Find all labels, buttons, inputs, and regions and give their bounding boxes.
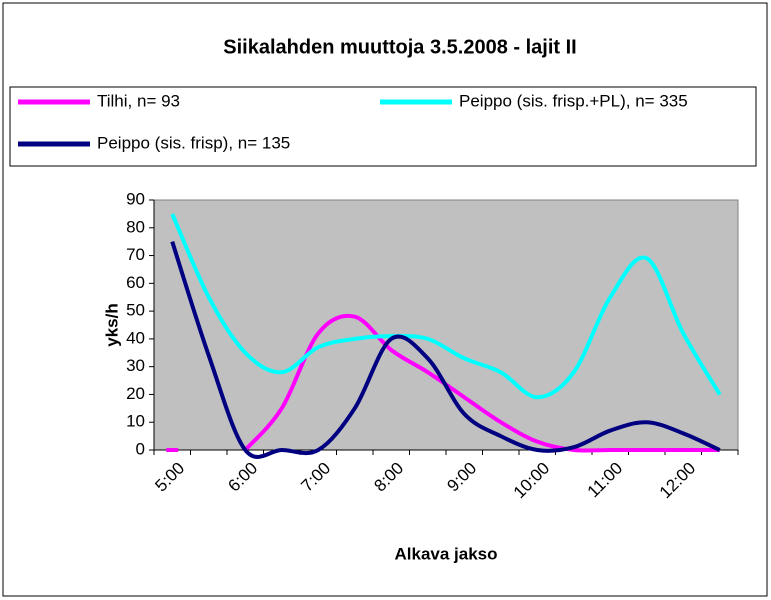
y-tick-label: 90 bbox=[126, 189, 145, 208]
y-axis-title: yks/h bbox=[102, 303, 121, 346]
y-tick-label: 80 bbox=[126, 217, 145, 236]
y-tick-label: 40 bbox=[126, 328, 145, 347]
line bbox=[170, 213, 722, 400]
y-tick-label: 10 bbox=[126, 412, 145, 431]
x-axis-title: Alkava jakso bbox=[394, 544, 497, 563]
legend-label: Peippo (sis. frisp.+PL), n= 335 bbox=[459, 91, 688, 110]
y-tick-label: 30 bbox=[126, 356, 145, 375]
plot-area bbox=[153, 199, 739, 451]
y-tick-label: 20 bbox=[126, 384, 145, 403]
line bbox=[170, 241, 721, 459]
line bbox=[166, 313, 720, 453]
y-tick-label: 0 bbox=[136, 439, 145, 458]
legend-label: Peippo (sis. frisp), n= 135 bbox=[97, 133, 290, 152]
legend-label: Tilhi, n= 93 bbox=[97, 91, 180, 110]
y-tick-label: 60 bbox=[126, 273, 145, 292]
y-tick-label: 70 bbox=[126, 245, 145, 264]
y-tick-label: 50 bbox=[126, 301, 145, 320]
chart-title: Siikalahden muuttoja 3.5.2008 - lajit II bbox=[223, 36, 576, 58]
